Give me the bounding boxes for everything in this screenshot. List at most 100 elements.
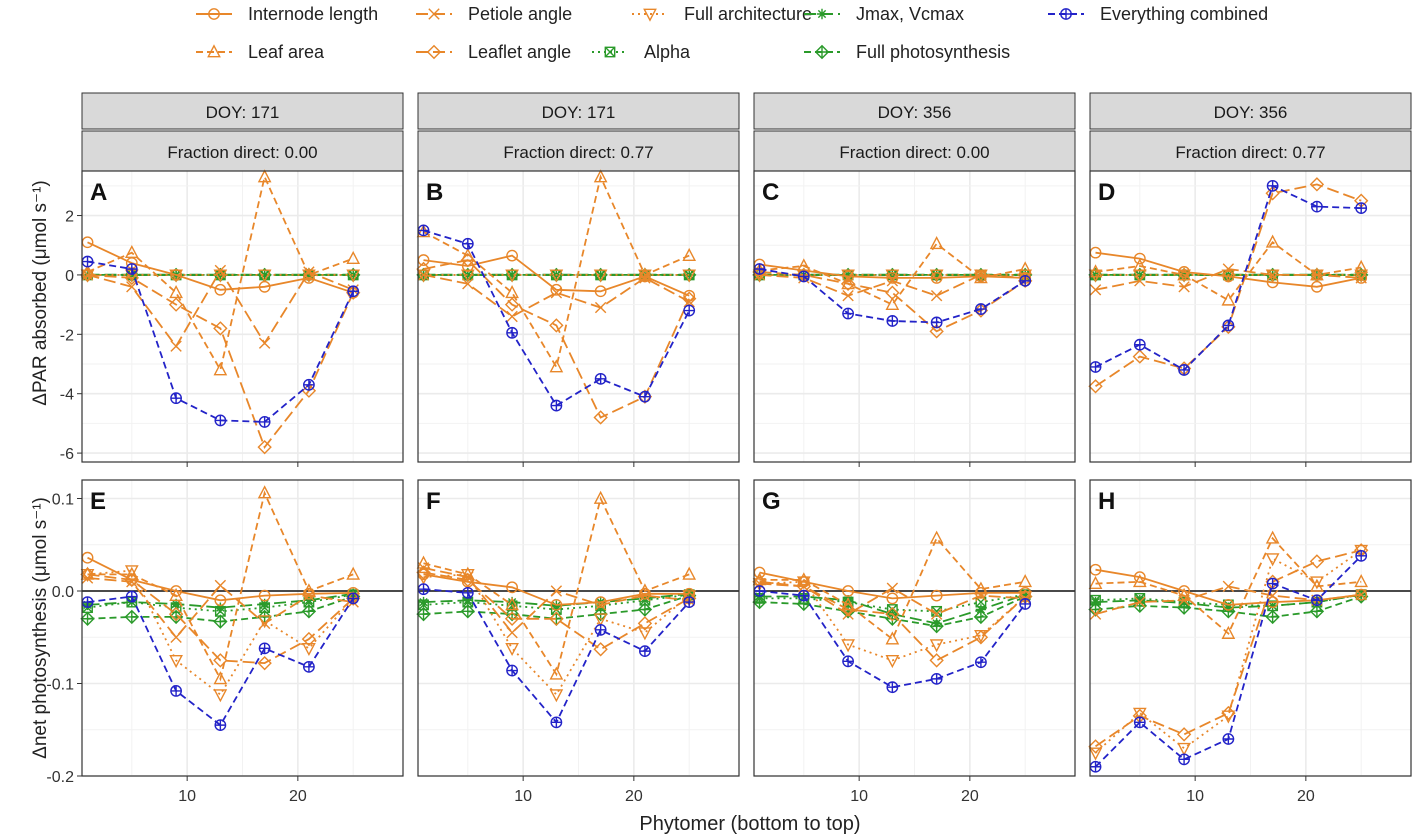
- point-internode: [303, 271, 315, 284]
- series-line-internode: [87, 556, 354, 602]
- point-internode: [1355, 271, 1368, 284]
- y-tick-label: -2: [60, 327, 74, 344]
- x-tick-label: 20: [1297, 788, 1315, 805]
- legend-marker-petiole: [428, 8, 440, 20]
- panel-C: C: [752, 170, 1076, 467]
- point-combined: [1089, 361, 1102, 373]
- point-leaflet: [840, 276, 856, 292]
- point-internode: [1178, 585, 1190, 597]
- point-jmax: [842, 595, 854, 606]
- strip-fraction-3: Fraction direct: 0.00: [839, 143, 989, 162]
- point-combined: [842, 307, 854, 320]
- point-internode: [170, 269, 182, 281]
- point-combined: [753, 585, 766, 597]
- point-combined: [930, 672, 943, 685]
- panel-border: [81, 170, 404, 463]
- strip-fraction-1: Fraction direct: 0.00: [167, 143, 317, 162]
- point-combined: [753, 263, 766, 275]
- panel-B: B: [416, 169, 740, 467]
- point-combined: [214, 719, 227, 732]
- point-leaflet: [593, 642, 608, 657]
- panel-letter-F: F: [426, 488, 441, 515]
- point-internode: [797, 575, 810, 588]
- point-combined: [461, 237, 474, 250]
- legend-label-jmax: Jmax, Vcmax: [856, 4, 964, 24]
- point-combined: [258, 642, 271, 655]
- legend-item-fullarch: Full architecture: [632, 4, 812, 24]
- series-line-internode: [759, 571, 1026, 600]
- point-petiole: [506, 626, 518, 639]
- legend-item-alpha: Alpha: [592, 42, 691, 62]
- point-fullarch: [1088, 747, 1103, 761]
- panel-border: [417, 170, 740, 463]
- point-jmax: [462, 595, 474, 606]
- point-fullarch: [169, 654, 183, 669]
- series-line-internode: [759, 263, 1026, 279]
- y-tick-label: 0.0: [52, 584, 74, 601]
- point-leafarea: [460, 566, 475, 580]
- point-internode: [550, 283, 563, 296]
- bottom-y-axis-label: Δnet photosynthesis (μmol s⁻¹): [30, 497, 51, 759]
- x-tick-label: 10: [514, 788, 532, 805]
- point-fullarch: [929, 269, 944, 283]
- point-combined: [417, 224, 430, 237]
- panel-letter-E: E: [90, 488, 106, 515]
- point-leafarea: [929, 530, 944, 544]
- series-internode: [417, 568, 696, 611]
- point-leaflet: [885, 606, 900, 622]
- point-fullarch: [1088, 269, 1103, 283]
- point-internode: [170, 585, 182, 597]
- point-combined: [594, 372, 607, 385]
- legend-item-leafarea: Leaf area: [196, 42, 325, 62]
- point-combined: [81, 255, 94, 268]
- point-internode: [1133, 571, 1146, 584]
- point-leafarea: [416, 555, 431, 569]
- point-internode: [842, 270, 854, 283]
- panel-F: F 10 20: [416, 479, 740, 805]
- point-leaflet: [593, 410, 608, 425]
- series-internode: [417, 249, 696, 302]
- point-leaflet: [213, 321, 228, 336]
- point-leafarea: [346, 250, 361, 264]
- point-leaflet: [1176, 727, 1192, 742]
- point-jmax: [170, 598, 182, 610]
- point-internode: [594, 285, 607, 298]
- point-fullarch: [505, 642, 519, 657]
- legend: Internode length Petiole angle Full archit…: [196, 4, 1268, 62]
- point-fullarch: [213, 689, 228, 703]
- point-leafarea: [549, 359, 564, 373]
- panel-strip-col-1: DOY: 171 Fraction direct: 0.00: [81, 92, 404, 172]
- point-combined: [550, 399, 563, 412]
- point-combined: [125, 590, 138, 603]
- point-leafarea: [1018, 261, 1033, 275]
- point-internode: [1266, 276, 1279, 289]
- point-leaflet: [124, 270, 139, 286]
- point-leaflet: [973, 630, 989, 645]
- legend-marker-jmax: [816, 8, 828, 20]
- point-petiole: [930, 290, 943, 302]
- point-fullarch: [302, 642, 316, 657]
- point-fullarch: [885, 654, 900, 669]
- point-leafarea: [505, 285, 519, 299]
- point-leafarea: [213, 671, 228, 685]
- point-petiole: [506, 310, 518, 323]
- panel-H: H 10 20: [1088, 479, 1412, 805]
- strip-fraction-2: Fraction direct: 0.77: [503, 143, 653, 162]
- point-petiole: [683, 295, 695, 308]
- point-leafarea: [257, 169, 272, 183]
- point-internode: [1355, 588, 1368, 601]
- point-combined: [303, 378, 315, 391]
- series-combined: [81, 255, 360, 428]
- x-tick-label: 10: [178, 788, 196, 805]
- y-tick-label: 0.1: [52, 492, 74, 509]
- point-combined: [1311, 200, 1323, 213]
- point-internode: [550, 598, 563, 611]
- point-leafarea: [1265, 234, 1280, 248]
- point-combined: [347, 285, 360, 298]
- point-internode: [125, 574, 138, 586]
- series-leafarea: [80, 169, 361, 376]
- point-leaflet: [80, 567, 95, 582]
- point-leafarea: [1132, 258, 1147, 272]
- point-combined: [81, 596, 94, 608]
- legend-item-jmax: Jmax, Vcmax: [804, 4, 964, 24]
